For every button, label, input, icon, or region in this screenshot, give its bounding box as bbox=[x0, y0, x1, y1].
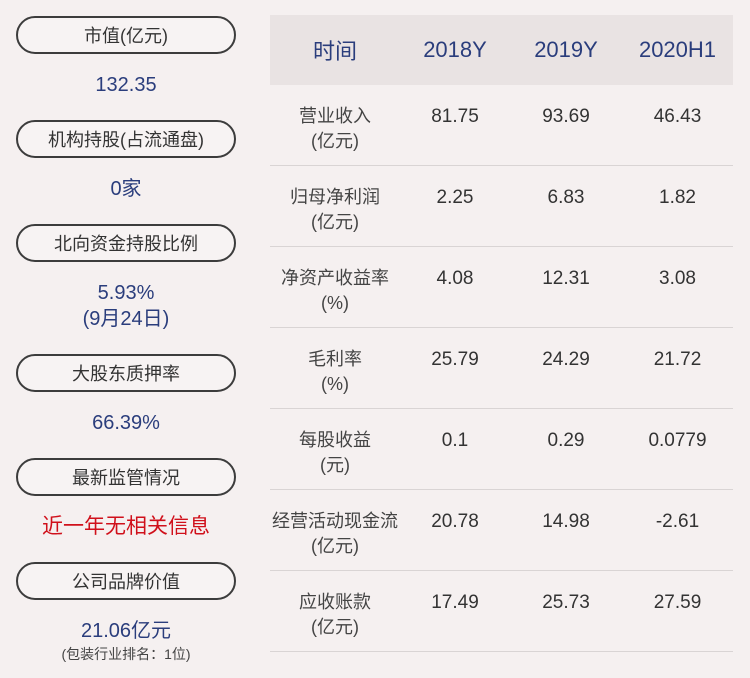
row-value: 2.25 bbox=[436, 187, 474, 208]
header-cell: 2018Y bbox=[423, 37, 487, 62]
metric-value: 0家 bbox=[110, 178, 142, 200]
row-label: (%) bbox=[321, 374, 349, 394]
header-cell: 2020H1 bbox=[638, 37, 717, 62]
metric-value: 近一年无相关信息 bbox=[42, 515, 210, 538]
row-label: 每股收益 bbox=[299, 430, 371, 450]
table-row bbox=[270, 571, 733, 652]
row-value: 6.83 bbox=[547, 187, 585, 208]
row-value: 0.1 bbox=[441, 430, 469, 451]
metric-label: 北向资金持股比例 bbox=[16, 224, 236, 262]
row-value: 4.08 bbox=[436, 268, 474, 289]
metric-label: 大股东质押率 bbox=[16, 354, 236, 392]
row-label: (元) bbox=[320, 455, 350, 475]
row-label: (亿元) bbox=[311, 212, 359, 232]
table-row bbox=[270, 166, 733, 247]
row-label: (亿元) bbox=[311, 131, 359, 151]
header-cell: 2019Y bbox=[534, 37, 598, 62]
row-value: 3.08 bbox=[659, 268, 696, 289]
table-row bbox=[270, 490, 733, 571]
metric-value: 21.06亿元 bbox=[80, 620, 172, 642]
metric-value: 66.39% bbox=[92, 412, 160, 434]
metric-value: 5.93% bbox=[97, 282, 155, 304]
row-value: 27.59 bbox=[653, 592, 702, 613]
metric-label: 最新监管情况 bbox=[16, 458, 236, 496]
row-label: (亿元) bbox=[311, 536, 359, 556]
row-label: 营业收入 bbox=[299, 106, 371, 126]
row-value: 0.29 bbox=[547, 430, 585, 451]
row-value: 0.0779 bbox=[648, 430, 707, 451]
table-row bbox=[270, 85, 733, 166]
row-value: 12.31 bbox=[542, 268, 590, 289]
row-label: 归母净利润 bbox=[290, 187, 380, 207]
metric-value: 132.35 bbox=[95, 74, 157, 96]
row-value: 81.75 bbox=[431, 106, 479, 127]
table-row bbox=[270, 409, 733, 490]
row-label: (%) bbox=[321, 293, 349, 313]
table-header-bg bbox=[270, 15, 733, 85]
row-value: 21.72 bbox=[653, 349, 702, 370]
row-label: 净资产收益率 bbox=[281, 268, 389, 288]
metric-value: (9月24日) bbox=[82, 308, 170, 330]
row-label: 经营活动现金流 bbox=[272, 511, 398, 531]
row-value: 24.29 bbox=[542, 349, 590, 370]
row-value: 25.73 bbox=[542, 592, 590, 613]
row-value: 93.69 bbox=[542, 106, 590, 127]
row-value: 1.82 bbox=[659, 187, 696, 208]
metric-label: 公司品牌价值 bbox=[16, 562, 236, 600]
table-row bbox=[270, 328, 733, 409]
metric-label: 机构持股(占流通盘) bbox=[16, 120, 236, 158]
table-row bbox=[270, 247, 733, 328]
row-value: 46.43 bbox=[653, 106, 702, 127]
row-label: 应收账款 bbox=[299, 592, 371, 612]
metric-note: (包装行业排名：1位) bbox=[61, 646, 191, 662]
row-label: (亿元) bbox=[311, 617, 359, 637]
row-label: 毛利率 bbox=[308, 349, 362, 369]
row-value: -2.61 bbox=[655, 511, 700, 532]
row-value: 17.49 bbox=[431, 592, 479, 613]
row-value: 14.98 bbox=[542, 511, 590, 532]
row-value: 20.78 bbox=[431, 511, 479, 532]
metric-label: 市值(亿元) bbox=[16, 16, 236, 54]
row-value: 25.79 bbox=[431, 349, 479, 370]
header-cell: 时间 bbox=[312, 39, 357, 64]
